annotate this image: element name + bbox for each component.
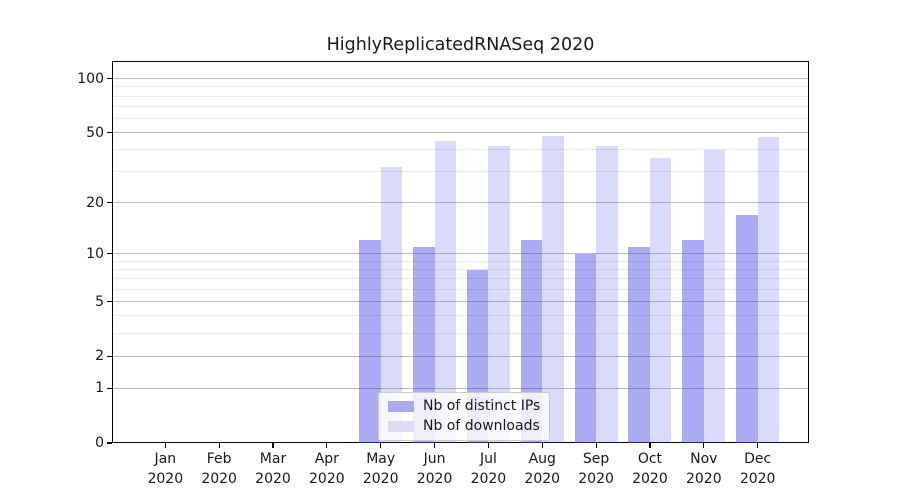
x-tick-label-oct: Oct 2020 xyxy=(632,451,668,487)
bar-downloads-oct xyxy=(649,157,672,443)
legend-label-distinct-ips: Nb of distinct IPs xyxy=(423,398,541,414)
gridline-minor-4 xyxy=(112,315,809,317)
y-tick-label-50: 50 xyxy=(86,124,104,141)
legend-item-distinct-ips: Nb of distinct IPs xyxy=(388,399,540,414)
x-tick-label-aug: Aug 2020 xyxy=(524,451,561,487)
x-tick-sep xyxy=(595,443,597,448)
y-tick-label-0: 0 xyxy=(95,435,104,451)
gridline-major-10 xyxy=(112,253,809,255)
x-tick-jun xyxy=(433,443,436,448)
bar-downloads-jul xyxy=(488,146,510,443)
y-tick-1 xyxy=(107,387,112,389)
y-tick-label-10: 10 xyxy=(86,245,104,262)
x-tick-feb xyxy=(218,443,220,448)
gridline-major-1 xyxy=(112,387,809,389)
gridline-major-50 xyxy=(112,132,809,134)
x-tick-aug xyxy=(541,443,543,448)
bar-downloads-sep xyxy=(596,146,618,443)
x-tick-jan xyxy=(164,443,166,448)
gridline-minor-7 xyxy=(112,278,809,280)
y-tick-2 xyxy=(107,355,112,357)
x-tick-label-may: May 2020 xyxy=(362,451,399,487)
bar-downloads-dec xyxy=(757,137,780,443)
gridline-minor-40 xyxy=(112,149,809,151)
bar-distinct-ips-dec xyxy=(736,214,758,443)
y-tick-20 xyxy=(107,202,112,204)
gridline-minor-60 xyxy=(112,117,809,119)
y-tick-label-5: 5 xyxy=(95,293,104,310)
gridline-major-2 xyxy=(112,355,809,357)
x-tick-oct xyxy=(649,443,651,448)
bar-downloads-jun xyxy=(434,140,457,443)
legend-item-downloads: Nb of downloads xyxy=(388,419,540,434)
x-tick-apr xyxy=(326,443,328,448)
gridline-minor-9 xyxy=(112,260,809,262)
x-tick-label-mar: Mar 2020 xyxy=(255,451,291,487)
bar-distinct-ips-sep xyxy=(574,253,597,443)
x-tick-label-apr: Apr 2020 xyxy=(309,451,345,487)
gridline-minor-8 xyxy=(112,269,809,271)
x-tick-dec xyxy=(757,443,759,448)
x-tick-label-dec: Dec 2020 xyxy=(739,451,776,487)
gridline-minor-6 xyxy=(112,288,809,290)
plot-area-frame xyxy=(112,61,809,443)
x-tick-label-sep: Sep 2020 xyxy=(578,451,614,487)
gridline-minor-90 xyxy=(112,86,809,88)
chart-title: HighlyReplicatedRNASeq 2020 xyxy=(326,35,595,55)
x-tick-mar xyxy=(272,443,274,448)
bar-downloads-nov xyxy=(703,149,726,443)
gridline-minor-70 xyxy=(112,105,809,107)
x-tick-label-jun: Jun 2020 xyxy=(416,451,453,487)
x-tick-label-jul: Jul 2020 xyxy=(470,451,507,487)
x-tick-label-feb: Feb 2020 xyxy=(201,451,237,487)
gridline-minor-80 xyxy=(112,95,809,97)
bar-downloads-aug xyxy=(542,135,564,443)
gridline-minor-30 xyxy=(112,171,809,173)
gridline-minor-3 xyxy=(112,333,809,335)
x-tick-label-jan: Jan 2020 xyxy=(147,451,184,487)
y-tick-50 xyxy=(107,131,112,134)
bar-downloads-may xyxy=(380,166,403,443)
y-tick-0 xyxy=(107,442,112,444)
x-tick-label-nov: Nov 2020 xyxy=(685,451,722,487)
y-tick-label-100: 100 xyxy=(77,70,104,87)
y-tick-10 xyxy=(107,253,112,255)
gridline-major-5 xyxy=(112,301,809,303)
legend-swatch-downloads xyxy=(388,421,414,432)
x-tick-may xyxy=(380,443,382,448)
x-tick-jul xyxy=(487,443,489,448)
y-tick-label-20: 20 xyxy=(86,194,104,211)
legend: Nb of distinct IPs Nb of downloads xyxy=(378,392,551,441)
legend-label-downloads: Nb of downloads xyxy=(423,418,540,434)
x-tick-nov xyxy=(703,443,705,448)
gridline-major-100 xyxy=(112,78,809,80)
y-tick-100 xyxy=(107,78,112,80)
gridline-major-20 xyxy=(112,202,809,204)
y-tick-label-2: 2 xyxy=(95,348,104,365)
bar-distinct-ips-may xyxy=(359,240,381,443)
legend-swatch-distinct-ips xyxy=(388,401,414,412)
y-tick-label-1: 1 xyxy=(95,380,104,397)
bar-distinct-ips-nov xyxy=(682,240,704,443)
bar-distinct-ips-oct xyxy=(628,246,650,443)
y-tick-5 xyxy=(107,300,112,303)
